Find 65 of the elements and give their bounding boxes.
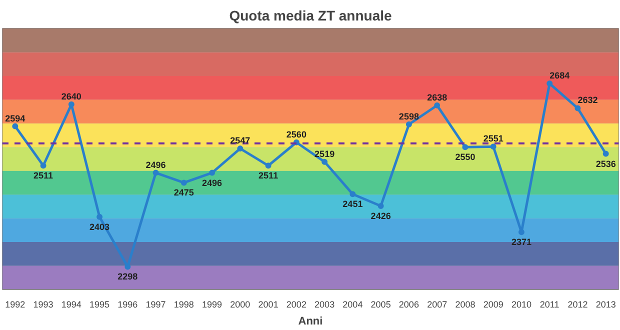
data-label: 2403 [90, 222, 110, 232]
x-tick-label: 2003 [314, 300, 335, 310]
x-tick-label: 2009 [483, 300, 504, 310]
chart-title: Quota media ZT annuale [229, 8, 392, 24]
data-label: 2371 [511, 237, 532, 248]
x-tick-label: 2012 [568, 300, 588, 310]
point [434, 102, 440, 108]
data-label: 2638 [427, 92, 448, 102]
point [518, 229, 524, 236]
point [180, 180, 187, 186]
data-label: 2451 [342, 199, 363, 210]
x-tick-label: 1995 [90, 300, 110, 310]
data-label: 2475 [174, 188, 194, 198]
x-tick-label: 1999 [202, 300, 222, 310]
point [462, 144, 468, 150]
data-label: 2511 [258, 170, 278, 181]
x-tick-label: 2002 [286, 300, 306, 310]
x-tick-label: 2013 [596, 300, 616, 310]
point [12, 123, 18, 130]
data-label: 2560 [286, 129, 306, 140]
x-tick-label: 1994 [61, 300, 82, 310]
x-tick-label: 1992 [5, 300, 26, 310]
x-axis-title: Anni [298, 316, 323, 328]
point [490, 144, 496, 150]
x-tick-label: 2001 [258, 300, 278, 310]
data-label: 2594 [5, 113, 26, 124]
point [574, 105, 581, 112]
point [96, 214, 103, 220]
point [378, 202, 384, 209]
data-label: 2684 [550, 70, 570, 81]
x-tick-label: 2005 [370, 300, 391, 310]
x-tick-label: 2000 [230, 300, 250, 310]
x-tick-label: 1993 [33, 300, 54, 310]
point [322, 158, 328, 165]
point [68, 101, 74, 108]
data-label: 2519 [314, 148, 335, 159]
x-tick-label: 2007 [427, 300, 448, 310]
x-tick-label: 1996 [118, 300, 138, 310]
x-tick-label: 2006 [398, 300, 419, 310]
point [350, 191, 356, 198]
point [237, 146, 244, 152]
data-label: 2496 [146, 160, 166, 170]
data-label: 2632 [578, 95, 598, 106]
point [152, 170, 159, 176]
data-label: 2640 [61, 91, 82, 102]
data-label: 2426 [370, 210, 391, 221]
x-tick-label: 2010 [511, 300, 532, 310]
data-label: 2598 [398, 111, 419, 122]
x-tick-label: 1998 [174, 300, 194, 310]
x-tick-label: 2008 [455, 300, 476, 310]
point [265, 162, 272, 169]
point [546, 80, 553, 87]
point [40, 162, 46, 169]
x-tick-label: 2004 [342, 300, 363, 310]
data-label: 2550 [455, 152, 476, 162]
point [406, 121, 412, 128]
data-label: 2551 [483, 134, 504, 144]
point [209, 170, 216, 176]
point [602, 150, 609, 157]
x-tick-label: 2011 [540, 300, 560, 310]
data-label: 2536 [596, 158, 616, 169]
data-label: 2496 [202, 178, 222, 188]
x-tick-label: 1997 [146, 300, 166, 310]
data-label: 2511 [34, 170, 54, 181]
data-label: 2298 [118, 272, 138, 282]
